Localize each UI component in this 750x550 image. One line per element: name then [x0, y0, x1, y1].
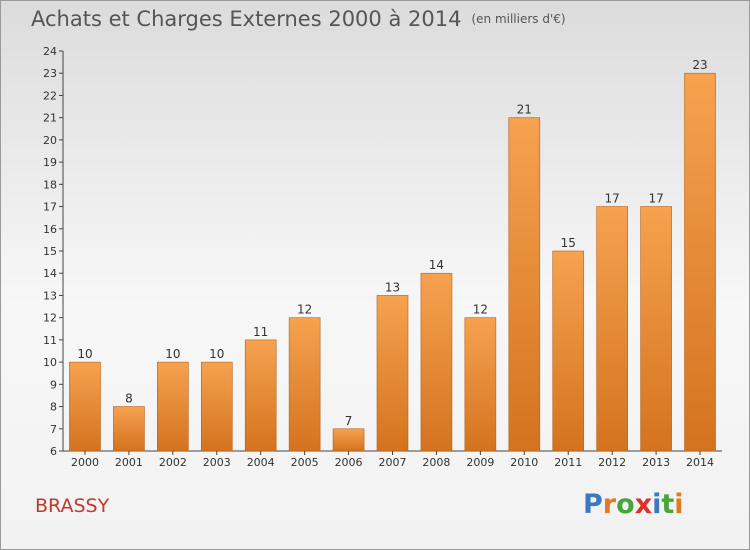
value-label: 23	[692, 58, 707, 72]
x-tick-label: 2013	[642, 456, 670, 469]
y-tick-label: 20	[43, 134, 57, 147]
x-tick-label: 2000	[71, 456, 99, 469]
value-label: 12	[473, 303, 488, 317]
bar	[684, 72, 716, 452]
value-label: 14	[429, 258, 444, 272]
y-tick-label: 12	[43, 312, 57, 325]
y-tick-label: 21	[43, 112, 57, 125]
bar	[244, 339, 277, 452]
x-tick-label: 2012	[598, 456, 626, 469]
y-tick-label: 19	[43, 156, 57, 169]
bar	[288, 317, 321, 452]
value-label: 7	[345, 414, 353, 428]
chart-title: Achats et Charges Externes 2000 à 2014 (e…	[31, 7, 566, 31]
value-label: 17	[605, 192, 620, 206]
logo-letter: t	[661, 489, 675, 520]
y-tick-label: 10	[43, 356, 57, 369]
logo-letter: o	[616, 489, 635, 520]
x-tick-label: 2009	[466, 456, 494, 469]
bar	[157, 361, 189, 452]
x-tick-label: 2014	[686, 456, 714, 469]
y-tick-label: 15	[43, 245, 57, 258]
x-tick-label: 2010	[510, 456, 538, 469]
value-label: 10	[209, 347, 224, 361]
y-tick-label: 17	[43, 201, 57, 214]
value-label: 13	[385, 280, 400, 294]
value-label: 12	[297, 303, 312, 317]
value-label: 15	[561, 236, 576, 250]
x-tick-label: 2008	[422, 456, 450, 469]
chart-subtitle: (en milliers d'€)	[471, 12, 566, 26]
y-tick-label: 16	[43, 223, 57, 236]
chart-title-text: Achats et Charges Externes 2000 à 2014	[31, 7, 462, 31]
value-label: 11	[253, 325, 268, 339]
commune-name: BRASSY	[35, 495, 110, 517]
logo-letter: P	[583, 489, 603, 520]
x-tick-label: 2002	[159, 456, 187, 469]
logo-letter: i	[652, 489, 662, 520]
bar	[332, 428, 365, 452]
x-tick-label: 2003	[203, 456, 231, 469]
value-label: 8	[125, 392, 133, 406]
y-tick-label: 13	[43, 289, 57, 302]
x-tick-label: 2004	[247, 456, 275, 469]
logo-letter: r	[602, 489, 617, 520]
x-tick-label: 2001	[115, 456, 143, 469]
bar	[640, 206, 672, 452]
bar	[113, 406, 145, 452]
proxiti-logo: Proxiti	[583, 489, 684, 520]
y-tick-label: 24	[43, 45, 57, 58]
y-tick-label: 8	[50, 401, 57, 414]
bar	[596, 206, 628, 452]
y-tick-label: 23	[43, 67, 57, 80]
bar	[69, 361, 101, 452]
y-tick-label: 11	[43, 334, 57, 347]
x-tick-label: 2005	[291, 456, 319, 469]
value-label: 10	[77, 347, 92, 361]
value-label: 10	[165, 347, 180, 361]
y-tick-label: 22	[43, 89, 57, 102]
x-tick-label: 2011	[554, 456, 582, 469]
y-tick-label: 6	[50, 445, 57, 458]
logo-letter: x	[634, 489, 653, 520]
y-tick-label: 7	[50, 423, 57, 436]
bar	[420, 272, 453, 452]
y-tick-label: 18	[43, 178, 57, 191]
x-tick-label: 2006	[335, 456, 363, 469]
bar	[200, 361, 233, 452]
bar	[552, 250, 585, 452]
logo-letter: i	[674, 489, 684, 520]
bar	[508, 117, 541, 452]
y-tick-label: 14	[43, 267, 57, 280]
y-tick-label: 9	[50, 378, 57, 391]
value-label: 21	[517, 103, 532, 117]
bar	[464, 317, 497, 452]
value-label: 17	[648, 192, 663, 206]
x-tick-label: 2007	[379, 456, 407, 469]
bar	[376, 295, 409, 452]
